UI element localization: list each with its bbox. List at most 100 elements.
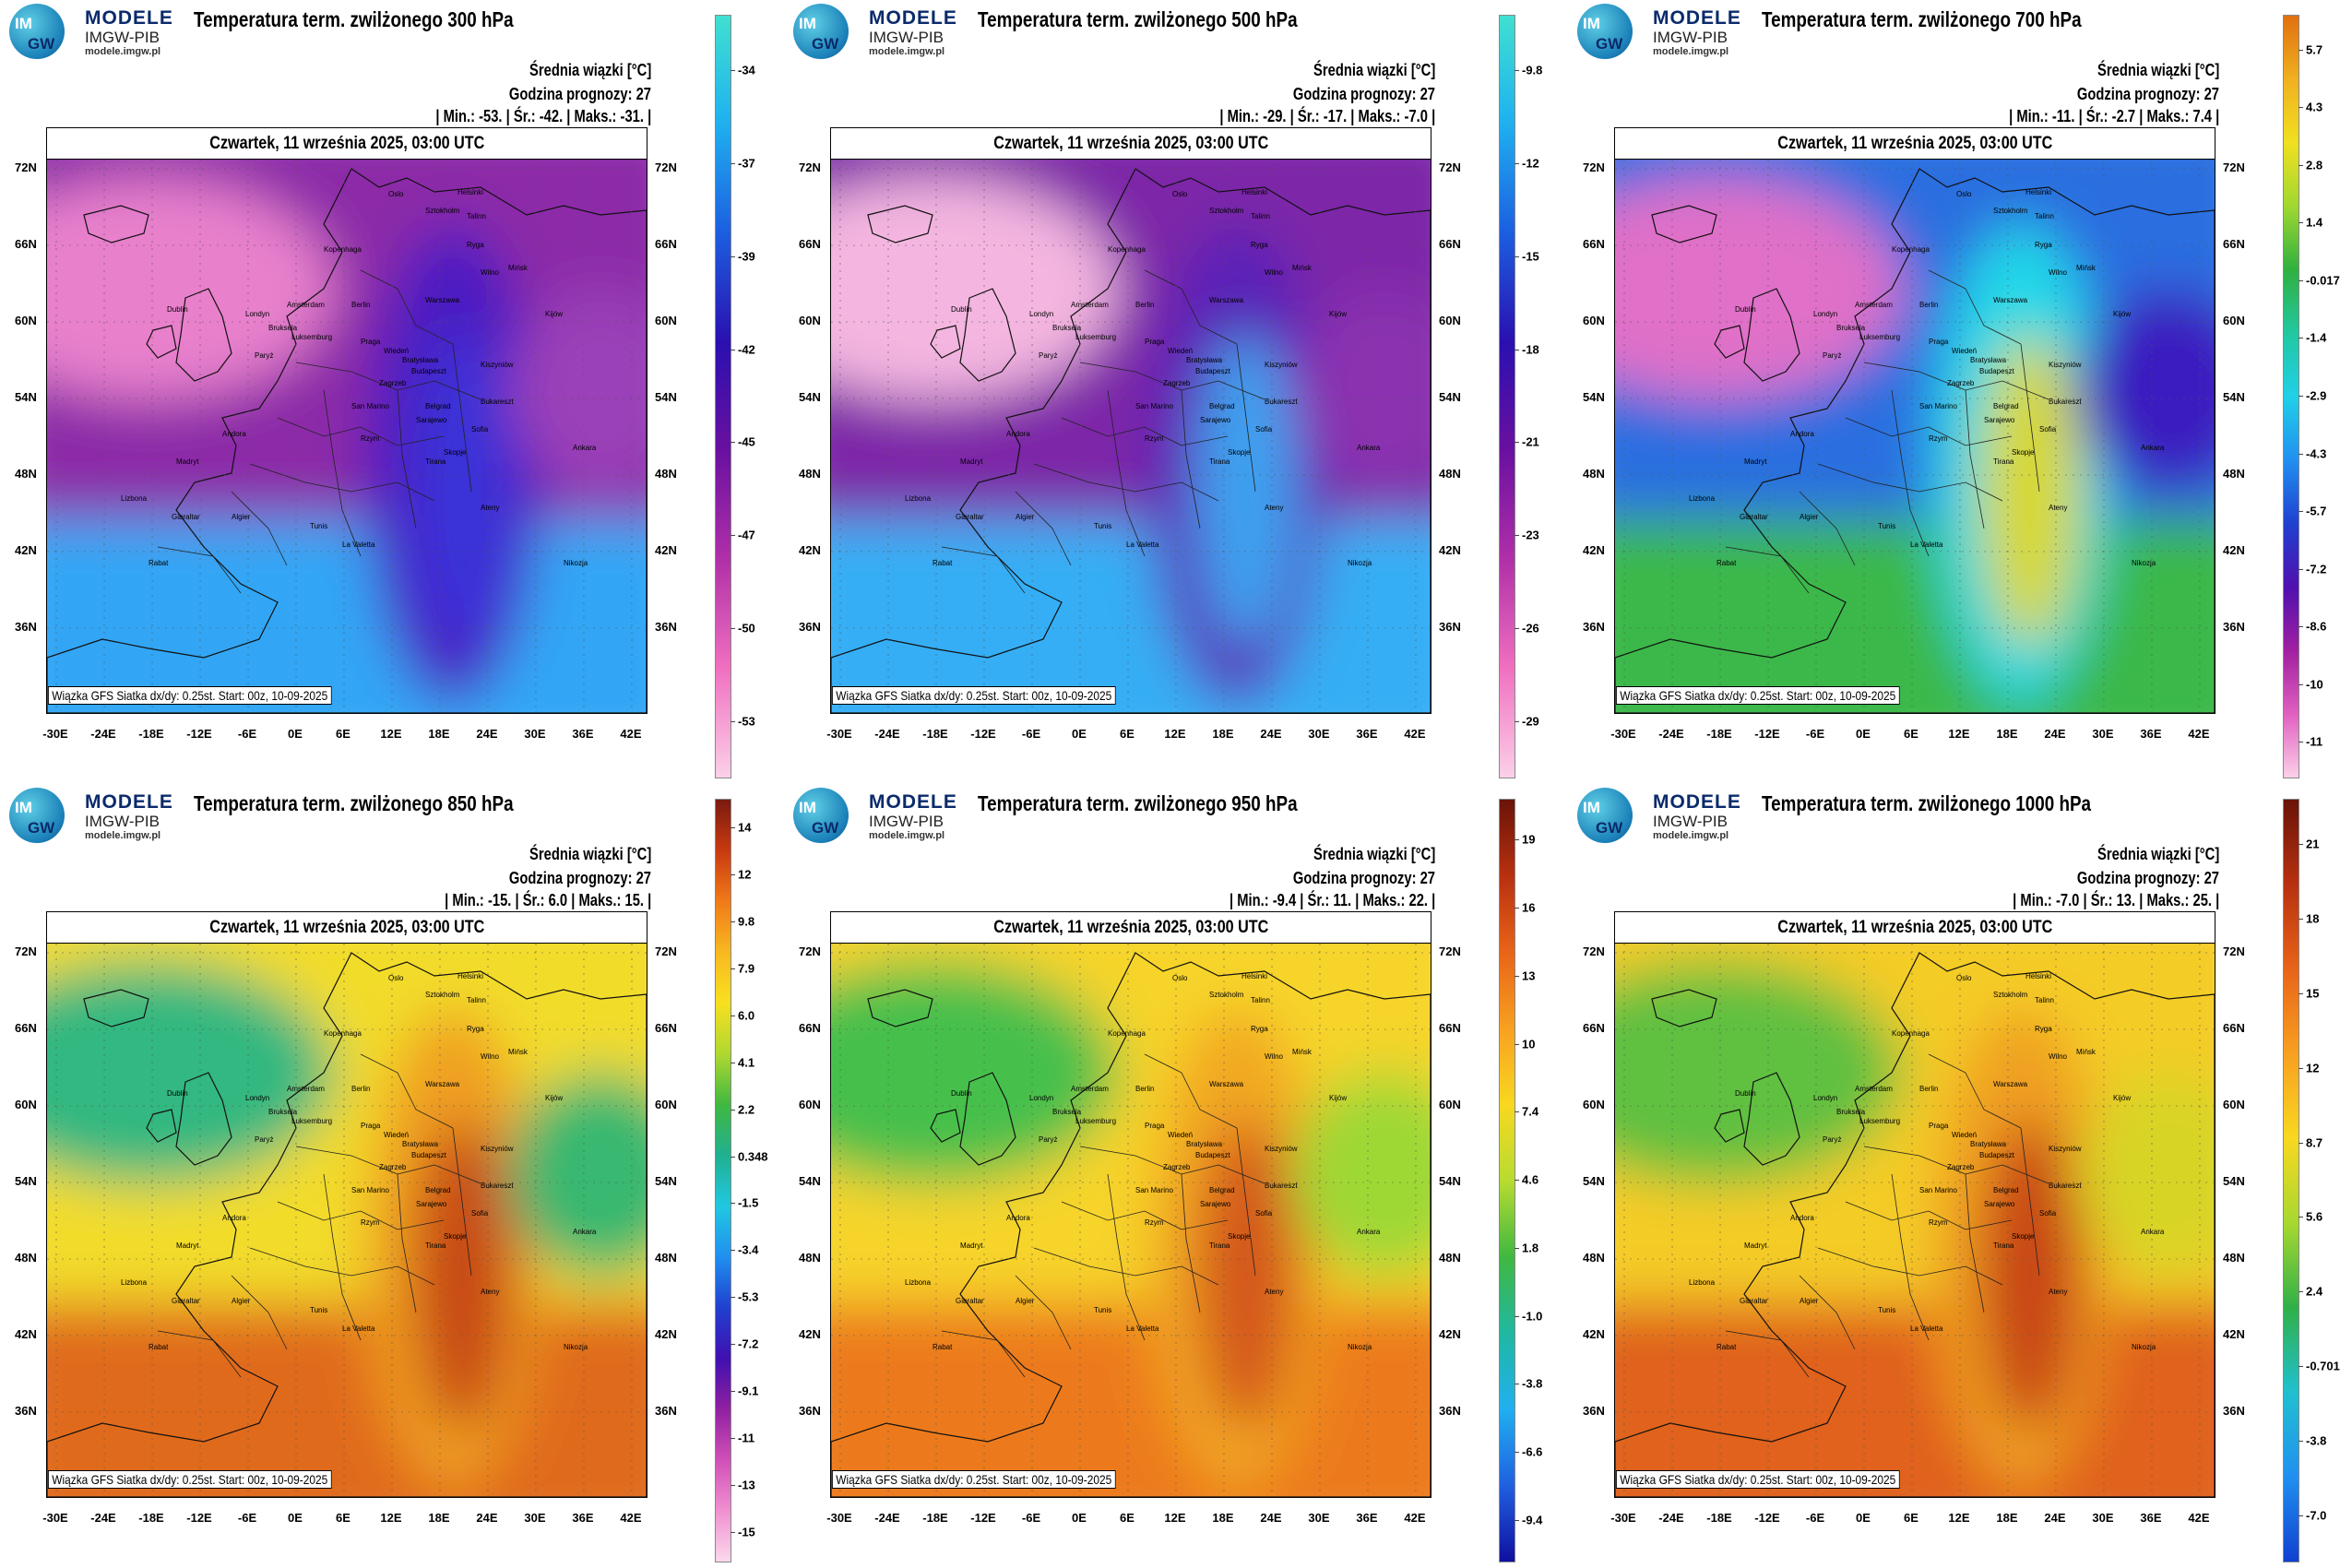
longitude-label: -6E xyxy=(237,727,257,741)
logo-abbr-bottom: GW xyxy=(812,35,839,53)
colorbar-tick xyxy=(2299,279,2303,281)
latitude-label-left: 60N xyxy=(15,1098,37,1111)
city-label: Warszawa xyxy=(1993,296,2028,304)
longitude-label: -24E xyxy=(90,727,116,741)
colorbar-label: -7.2 xyxy=(738,1336,759,1351)
imgw-logo: IM GW MODELE IMGW-PIB modele.imgw.pl xyxy=(1577,4,1752,61)
city-label: Sztokholm xyxy=(1993,207,2028,215)
city-label: Andora xyxy=(222,430,246,438)
city-label: Tunis xyxy=(1878,522,1895,530)
city-label: Wiedeń xyxy=(384,1131,409,1139)
country-border xyxy=(277,1201,445,1230)
logo-abbr-bottom: GW xyxy=(1596,819,1623,837)
country-border xyxy=(397,389,417,529)
city-label: Nikozja xyxy=(2132,559,2156,567)
latitude-label-right: 66N xyxy=(1439,237,1461,251)
latitude-label-right: 54N xyxy=(655,390,677,404)
longitude-label: 36E xyxy=(2140,1511,2162,1525)
city-label: Talinn xyxy=(1251,212,1270,220)
colorbar-label: 15 xyxy=(2306,986,2320,1001)
city-label: Sofia xyxy=(2039,1209,2057,1218)
latitude-label-left: 42N xyxy=(1583,543,1605,557)
logo-line-3: modele.imgw.pl xyxy=(869,46,945,57)
city-label: Gibraltar xyxy=(956,1297,984,1305)
city-label: Bukareszt xyxy=(2049,398,2082,406)
city-label: Wilno xyxy=(2049,1052,2068,1061)
latitude-label-left: 60N xyxy=(799,1098,821,1111)
city-label: Tunis xyxy=(310,522,327,530)
city-label: Praga xyxy=(1145,338,1165,346)
city-label: San Marino xyxy=(351,1186,389,1194)
colorbar xyxy=(715,15,731,778)
country-border xyxy=(1033,463,1219,502)
colorbar-label: -23 xyxy=(1522,528,1539,542)
longitude-label: -12E xyxy=(186,1511,212,1525)
model-info-footer: Wiązka GFS Siatka dx/dy: 0.25st. Start: … xyxy=(832,686,1116,705)
city-label: Rzym xyxy=(361,1218,380,1227)
latitude-label-left: 42N xyxy=(799,1327,821,1341)
logo-abbr-bottom: GW xyxy=(812,819,839,837)
colorbar-tick xyxy=(1515,1247,1519,1249)
map-svg: Oslo Helsinki Sztokholm Talinn Ryga Wilno Mińs… xyxy=(1615,160,2215,713)
city-label: Lizbona xyxy=(1689,1278,1716,1287)
logo-line-3: modele.imgw.pl xyxy=(1653,830,1729,841)
city-label: Warszawa xyxy=(1209,1080,1244,1088)
longitude-label: 42E xyxy=(620,1511,642,1525)
city-label: Zagrzeb xyxy=(1163,1163,1191,1171)
longitude-label: 36E xyxy=(572,1511,594,1525)
longitude-label: -30E xyxy=(1610,727,1636,741)
latitude-label-left: 72N xyxy=(15,160,37,174)
latitude-label-right: 48N xyxy=(1439,467,1461,481)
latitude-label-left: 36N xyxy=(15,1404,37,1418)
logo-abbr-top: IM xyxy=(15,799,32,816)
city-label: Rabat xyxy=(932,559,953,567)
colorbar-tick xyxy=(731,873,735,875)
city-label: La Valetta xyxy=(1126,1324,1159,1333)
colorbar-label: -15 xyxy=(1522,249,1539,264)
longitude-label: 0E xyxy=(1856,727,1871,741)
city-label: Kiszyniów xyxy=(481,1145,514,1153)
latitude-label-left: 54N xyxy=(799,1174,821,1188)
longitude-label: 30E xyxy=(524,727,546,741)
city-label: Algier xyxy=(1016,513,1035,521)
country-border xyxy=(1817,1247,2003,1286)
country-border xyxy=(1181,1173,1201,1313)
city-label: Lizbona xyxy=(905,494,932,503)
colorbar-label: -47 xyxy=(738,528,755,542)
city-label: Lizbona xyxy=(121,1278,148,1287)
country-border xyxy=(1236,1127,1256,1277)
longitude-label: -24E xyxy=(874,727,900,741)
city-label: Sofia xyxy=(471,1209,489,1218)
colorbar-label: -21 xyxy=(1522,434,1539,449)
coastline xyxy=(1651,989,1717,1028)
country-border xyxy=(1799,1275,1856,1350)
city-label: Wilno xyxy=(2049,268,2068,277)
city-label: Rzym xyxy=(1929,434,1948,443)
city-label: Talinn xyxy=(1251,996,1270,1004)
city-label: Nikozja xyxy=(2132,1343,2156,1351)
city-label: Tirana xyxy=(425,457,446,466)
country-border xyxy=(452,1127,472,1277)
city-label: Oslo xyxy=(388,190,404,198)
city-label: Ankara xyxy=(573,1228,597,1236)
country-border xyxy=(360,1053,454,1129)
longitude-label: -24E xyxy=(874,1511,900,1525)
city-label: Bukareszt xyxy=(481,1182,514,1190)
city-label: Nikozja xyxy=(1348,559,1372,567)
valid-date-bar: Czwartek, 11 września 2025, 03:00 UTC xyxy=(46,127,647,160)
latitude-label-right: 48N xyxy=(655,1251,677,1265)
city-label: Mińsk xyxy=(2076,264,2097,272)
colorbar-tick xyxy=(731,1344,735,1346)
city-label: Kopenhaga xyxy=(1892,1029,1930,1038)
logo-line-1: MODELE xyxy=(1653,791,1741,813)
colorbar-tick xyxy=(2299,626,2303,628)
latitude-label-left: 60N xyxy=(15,314,37,327)
latitude-label-left: 72N xyxy=(1583,944,1605,958)
colorbar-tick xyxy=(2299,453,2303,455)
colorbar-tick xyxy=(1515,1452,1519,1453)
colorbar-label: 19 xyxy=(1522,832,1536,847)
colorbar-tick xyxy=(2299,1366,2303,1368)
colorbar-tick xyxy=(731,1250,735,1252)
city-label: Belgrad xyxy=(425,1186,451,1194)
city-label: Wilno xyxy=(481,1052,500,1061)
